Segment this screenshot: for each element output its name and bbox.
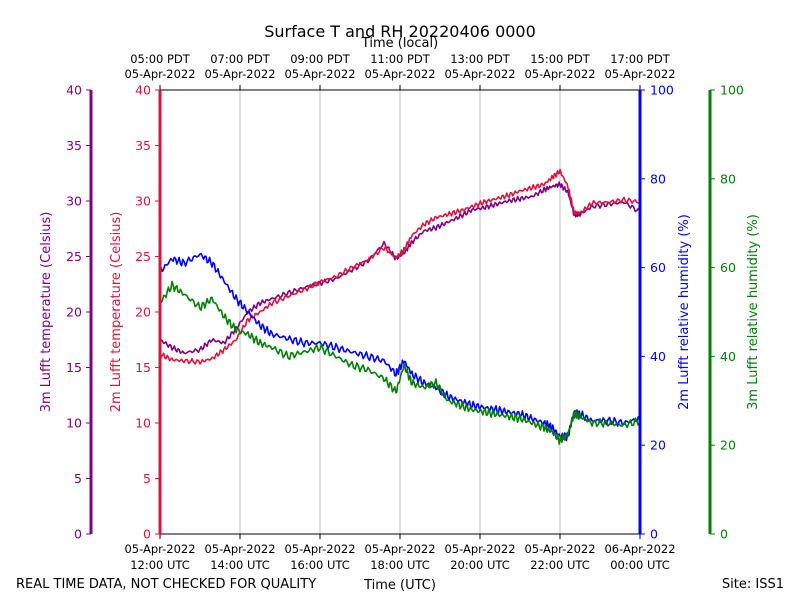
- top-tick-label-time: 17:00 PDT: [610, 52, 671, 66]
- y-tick-label: 35: [135, 138, 151, 153]
- y-tick-label: 40: [650, 349, 666, 364]
- y-tick-label: 20: [135, 305, 151, 320]
- y-tick-label: 40: [66, 83, 82, 98]
- x-tick-label-time: 16:00 UTC: [290, 558, 350, 572]
- y-tick-label: 25: [135, 249, 151, 264]
- x-tick-label-time: 20:00 UTC: [450, 558, 510, 572]
- x-tick-label-time: 18:00 UTC: [370, 558, 430, 572]
- x-tick-label-time: 22:00 UTC: [530, 558, 590, 572]
- top-tick-label-date: 05-Apr-2022: [284, 67, 355, 81]
- y-tick-label: 40: [135, 83, 151, 98]
- y-tick-label: 10: [135, 416, 151, 431]
- top-tick-label-date: 05-Apr-2022: [364, 67, 435, 81]
- gridlines: [239, 90, 561, 534]
- y-tick-label: 25: [66, 249, 82, 264]
- site-label: Site: ISS1: [722, 577, 784, 592]
- y-tick-label: 20: [650, 438, 666, 453]
- y-tick-label: 100: [650, 83, 674, 98]
- x-tick-label-time: 14:00 UTC: [210, 558, 270, 572]
- y-axis-label-rh2m: 2m Lufft relative humidity (%): [677, 214, 692, 410]
- y-tick-label: 0: [720, 527, 728, 542]
- x-tick-label-date: 05-Apr-2022: [124, 542, 195, 556]
- y-tick-label: 5: [74, 471, 82, 486]
- y-tick-label: 60: [720, 260, 736, 275]
- y-tick-label: 30: [135, 194, 151, 209]
- y-tick-label: 15: [66, 360, 82, 375]
- top-tick-label-time: 05:00 PDT: [130, 52, 191, 66]
- series-line-rh3m: [160, 280, 641, 445]
- y-tick-label: 40: [720, 349, 736, 364]
- quality-disclaimer: REAL TIME DATA, NOT CHECKED FOR QUALITY: [16, 577, 316, 592]
- series-line-t3m: [160, 181, 641, 355]
- top-tick-label-date: 05-Apr-2022: [124, 67, 195, 81]
- x-tick-label-date: 05-Apr-2022: [284, 542, 355, 556]
- top-tick-label-date: 05-Apr-2022: [524, 67, 595, 81]
- y-axis-label-t2m: 2m Lufft temperature (Celsius): [109, 212, 124, 413]
- top-tick-label-time: 15:00 PDT: [530, 52, 591, 66]
- top-x-axis-label: Time (local): [361, 36, 438, 51]
- bottom-x-axis-label: Time (UTC): [363, 578, 436, 593]
- x-tick-label-date: 05-Apr-2022: [364, 542, 435, 556]
- y-tick-label: 80: [650, 171, 666, 186]
- y-tick-label: 20: [66, 305, 82, 320]
- y-tick-label: 10: [66, 416, 82, 431]
- x-tick-label-date: 05-Apr-2022: [204, 542, 275, 556]
- series-lines: [159, 168, 641, 445]
- x-tick-label-date: 05-Apr-2022: [524, 542, 595, 556]
- top-tick-label-date: 05-Apr-2022: [604, 67, 675, 81]
- y-axis-label-t3m: 3m Lufft temperature (Celsius): [39, 212, 54, 413]
- top-tick-label-date: 05-Apr-2022: [204, 67, 275, 81]
- y-tick-label: 0: [650, 527, 658, 542]
- x-tick-label-time: 12:00 UTC: [130, 558, 190, 572]
- y-axes: 0 5 10 15 20 25 30 35 40 3m Lufft temperature (Ce…: [39, 83, 761, 542]
- top-tick-label-time: 09:00 PDT: [290, 52, 351, 66]
- y-tick-label: 60: [650, 260, 666, 275]
- top-tick-label-time: 07:00 PDT: [210, 52, 271, 66]
- y-axis-label-rh3m: 3m Lufft relative humidity (%): [746, 214, 761, 410]
- x-axis-ticks: 05-Apr-2022 12:00 UTC 05-Apr-2022 14:00 UTC…: [124, 52, 675, 572]
- x-tick-label-time: 00:00 UTC: [610, 558, 670, 572]
- y-tick-label: 15: [135, 360, 151, 375]
- top-tick-label-time: 11:00 PDT: [370, 52, 431, 66]
- y-tick-label: 100: [720, 83, 744, 98]
- y-tick-label: 20: [720, 438, 736, 453]
- y-tick-label: 35: [66, 138, 82, 153]
- top-tick-label-time: 13:00 PDT: [450, 52, 511, 66]
- top-tick-label-date: 05-Apr-2022: [444, 67, 515, 81]
- y-tick-label: 5: [143, 471, 151, 486]
- series-line-t2m: [159, 168, 641, 365]
- x-tick-label-date: 05-Apr-2022: [444, 542, 515, 556]
- y-tick-label: 0: [143, 527, 151, 542]
- y-tick-label: 0: [74, 527, 82, 542]
- x-tick-label-date: 06-Apr-2022: [604, 542, 675, 556]
- y-tick-label: 30: [66, 194, 82, 209]
- y-tick-label: 80: [720, 171, 736, 186]
- chart-title: Surface T and RH 20220406 0000: [264, 22, 536, 41]
